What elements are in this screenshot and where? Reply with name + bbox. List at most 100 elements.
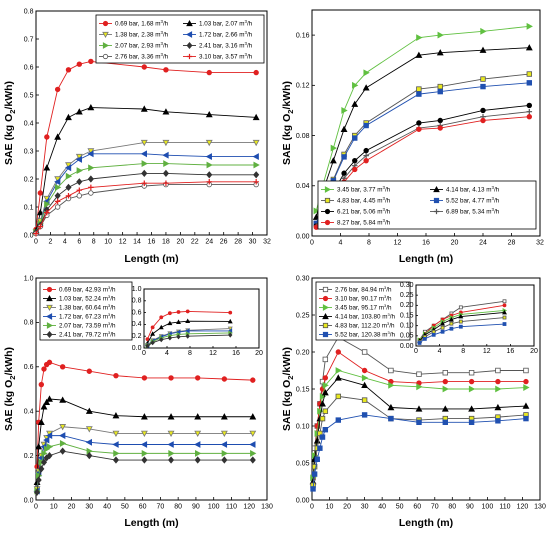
legend-label-unit: /h	[386, 295, 392, 302]
legend-label-unit: /h	[385, 187, 391, 194]
data-point	[205, 153, 212, 161]
data-point	[253, 69, 259, 76]
series-line	[315, 25, 530, 212]
data-point	[352, 157, 358, 164]
y-axis-label-text: SAE (kg O	[3, 380, 15, 431]
data-point	[46, 395, 53, 402]
data-point	[185, 328, 190, 334]
plot-frame	[35, 277, 268, 501]
x-tick-label: 26	[220, 239, 228, 246]
legend-label-text: 2.07 bar, 2.93 m	[115, 43, 161, 50]
legend-label-text: 6.89 bar, 5.34 m	[446, 209, 492, 216]
x-tick-label: 70	[156, 504, 164, 511]
data-point	[38, 381, 45, 388]
data-point	[335, 393, 342, 400]
legend-label-text: 6.21 bar, 5.06 m	[337, 209, 383, 216]
x-tick-label: 24	[205, 239, 213, 246]
data-point	[361, 367, 368, 374]
data-point	[145, 343, 150, 348]
legend-label-unit: /h	[163, 21, 169, 28]
data-point	[322, 381, 329, 389]
y-tick-label: 0.3	[24, 148, 34, 155]
data-point	[437, 125, 443, 131]
data-point	[416, 419, 422, 425]
legend-label: 3.45 bar, 95.17 m3/h	[335, 303, 392, 312]
data-point	[431, 332, 436, 337]
data-point	[163, 67, 169, 73]
y-tick-label: 0.20	[296, 349, 310, 356]
legend-label-superscript: 3	[492, 185, 495, 190]
legend-label-superscript: 3	[492, 207, 495, 212]
series-5	[145, 330, 233, 348]
data-point	[468, 405, 476, 412]
x-tick-label: 30	[85, 504, 93, 511]
data-point	[416, 91, 422, 97]
y-tick-label: 0.1	[24, 204, 34, 211]
legend-label-superscript: 3	[108, 303, 111, 308]
data-point	[388, 415, 394, 422]
data-point	[253, 171, 260, 179]
data-point	[140, 430, 148, 437]
x-tick-label: 8	[92, 239, 96, 246]
legend-label-unit: /h	[494, 209, 500, 216]
legend-item: 1.72 bar, 67.23 m3/h	[43, 312, 116, 320]
data-point	[416, 371, 422, 377]
data-point	[526, 114, 533, 120]
data-point	[252, 153, 259, 161]
data-point	[141, 449, 148, 457]
legend-label-unit: /h	[163, 54, 169, 61]
data-point	[221, 449, 228, 457]
legend-item: 1.38 bar, 60.64 m3/h	[43, 303, 116, 311]
legend-label: 6.89 bar, 5.34 m3/h	[446, 207, 500, 216]
legend-label-text: 8.27 bar, 5.84 m	[337, 220, 383, 227]
data-point	[194, 441, 201, 448]
legend-label: 0.69 bar, 1.68 m3/h	[115, 19, 169, 28]
legend-label-text: 1.38 bar, 2.38 m	[115, 32, 161, 39]
legend-label: 4.83 bar, 4.45 m3/h	[337, 196, 391, 205]
x-tick-label: 100	[208, 504, 220, 511]
data-point	[205, 111, 213, 118]
y-tick-label: 0.10	[296, 423, 310, 430]
legend-label-unit: /h	[385, 209, 391, 216]
series-7	[33, 181, 259, 237]
data-point	[249, 430, 257, 437]
data-point	[523, 384, 530, 391]
legend-item: 3.45 bar, 95.17 m3/h	[319, 303, 392, 312]
legend-swatch-marker	[324, 186, 331, 193]
x-tick-label: 50	[396, 504, 404, 511]
data-point	[185, 309, 190, 314]
legend-label-unit: /h	[385, 198, 391, 205]
y-axis-label: SAE (kg O2/kWh)	[281, 347, 295, 431]
data-point	[185, 333, 190, 339]
data-point	[250, 449, 257, 457]
legend-label-text: 5.52 bar, 4.77 m	[446, 198, 492, 205]
y-tick-label: 0.0	[24, 497, 34, 504]
x-tick-label: 16	[507, 348, 515, 355]
data-point	[442, 385, 449, 393]
x-tick-label: 40	[103, 504, 111, 511]
x-tick-label: 0	[310, 504, 314, 511]
data-point	[43, 398, 51, 406]
y-tick-label: 0.16	[296, 32, 310, 39]
data-point	[319, 400, 326, 407]
x-tick-label: 24	[479, 240, 487, 247]
series-line	[312, 414, 527, 489]
data-point	[145, 337, 150, 342]
data-point	[220, 413, 228, 420]
data-point	[458, 313, 464, 319]
legend-label-text: 1.03 bar, 52.24 m	[59, 295, 108, 302]
legend-label: 3.10 bar, 90.17 m3/h	[335, 294, 392, 303]
y-tick-label: 1.0	[132, 286, 142, 293]
y-tick-label: 0.08	[296, 133, 310, 140]
legend-item: 2.76 bar, 3.36 m3/h	[99, 52, 169, 61]
legend-swatch-marker	[322, 286, 329, 293]
legend-box	[95, 14, 265, 64]
y-tick-label: 0.7	[24, 36, 34, 43]
data-point	[335, 349, 342, 355]
x-tick-label: 130	[534, 504, 546, 511]
legend-item: 4.14 bar, 103.80 m3/h	[319, 312, 395, 320]
data-point	[45, 432, 53, 440]
legend-label: 2.07 bar, 2.93 m3/h	[115, 41, 169, 50]
series-line	[36, 442, 253, 492]
data-point	[442, 370, 448, 376]
